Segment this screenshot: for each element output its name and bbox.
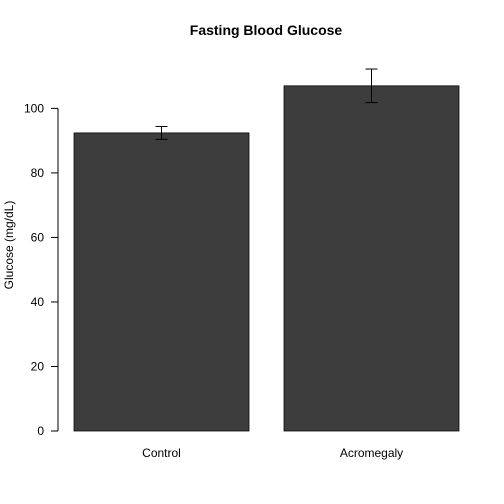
y-tick-label: 20 bbox=[31, 359, 45, 373]
bars bbox=[73, 85, 460, 432]
bar-control bbox=[73, 132, 250, 432]
x-tick-label-control: Control bbox=[142, 446, 181, 460]
x-axis-labels: Control Acromegaly bbox=[142, 446, 403, 460]
y-tick-label: 100 bbox=[24, 101, 44, 115]
bar-acromegaly bbox=[283, 85, 460, 432]
error-bar-acromegaly bbox=[365, 68, 378, 104]
x-tick-label-acromegaly: Acromegaly bbox=[340, 446, 403, 460]
y-tick-label: 60 bbox=[31, 230, 45, 244]
chart-title: Fasting Blood Glucose bbox=[190, 22, 343, 38]
y-axis-label: Glucose (mg/dL) bbox=[2, 201, 16, 290]
y-axis: 0 20 40 60 80 100 bbox=[24, 101, 59, 438]
error-bar-control bbox=[155, 125, 168, 140]
y-tick-label: 0 bbox=[37, 424, 44, 438]
error-bars bbox=[155, 68, 378, 140]
y-tick-label: 80 bbox=[31, 166, 45, 180]
y-tick-label: 40 bbox=[31, 295, 45, 309]
